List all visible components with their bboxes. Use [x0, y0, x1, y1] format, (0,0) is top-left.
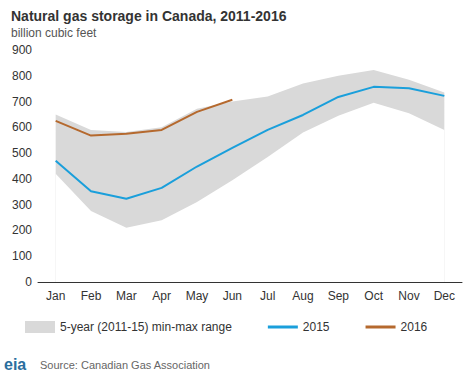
- svg-text:Nov: Nov: [398, 289, 419, 303]
- svg-text:Sep: Sep: [328, 289, 350, 303]
- svg-text:Oct: Oct: [364, 289, 383, 303]
- svg-text:2016: 2016: [401, 320, 428, 334]
- svg-text:May: May: [186, 289, 209, 303]
- svg-text:Feb: Feb: [81, 289, 102, 303]
- svg-text:500: 500: [12, 146, 32, 160]
- svg-text:Dec: Dec: [434, 289, 455, 303]
- svg-text:Aug: Aug: [292, 289, 313, 303]
- svg-text:5-year (2011-15) min-max range: 5-year (2011-15) min-max range: [60, 320, 232, 334]
- svg-text:300: 300: [12, 198, 32, 212]
- svg-text:Natural gas storage in Canada,: Natural gas storage in Canada, 2011-2016: [11, 8, 287, 24]
- svg-text:billion cubic feet: billion cubic feet: [11, 26, 97, 40]
- svg-text:100: 100: [12, 249, 32, 263]
- svg-text:800: 800: [12, 69, 32, 83]
- svg-text:600: 600: [12, 120, 32, 134]
- svg-text:Jan: Jan: [46, 289, 65, 303]
- svg-text:400: 400: [12, 172, 32, 186]
- svg-text:Jun: Jun: [223, 289, 242, 303]
- svg-text:Mar: Mar: [116, 289, 137, 303]
- svg-text:eia: eia: [4, 356, 26, 373]
- svg-text:700: 700: [12, 95, 32, 109]
- svg-text:0: 0: [25, 275, 32, 289]
- svg-text:Jul: Jul: [260, 289, 275, 303]
- svg-text:200: 200: [12, 223, 32, 237]
- svg-text:900: 900: [12, 43, 32, 57]
- svg-text:Source: Canadian Gas Associati: Source: Canadian Gas Association: [40, 359, 210, 371]
- svg-text:2015: 2015: [303, 320, 330, 334]
- svg-text:Apr: Apr: [152, 289, 171, 303]
